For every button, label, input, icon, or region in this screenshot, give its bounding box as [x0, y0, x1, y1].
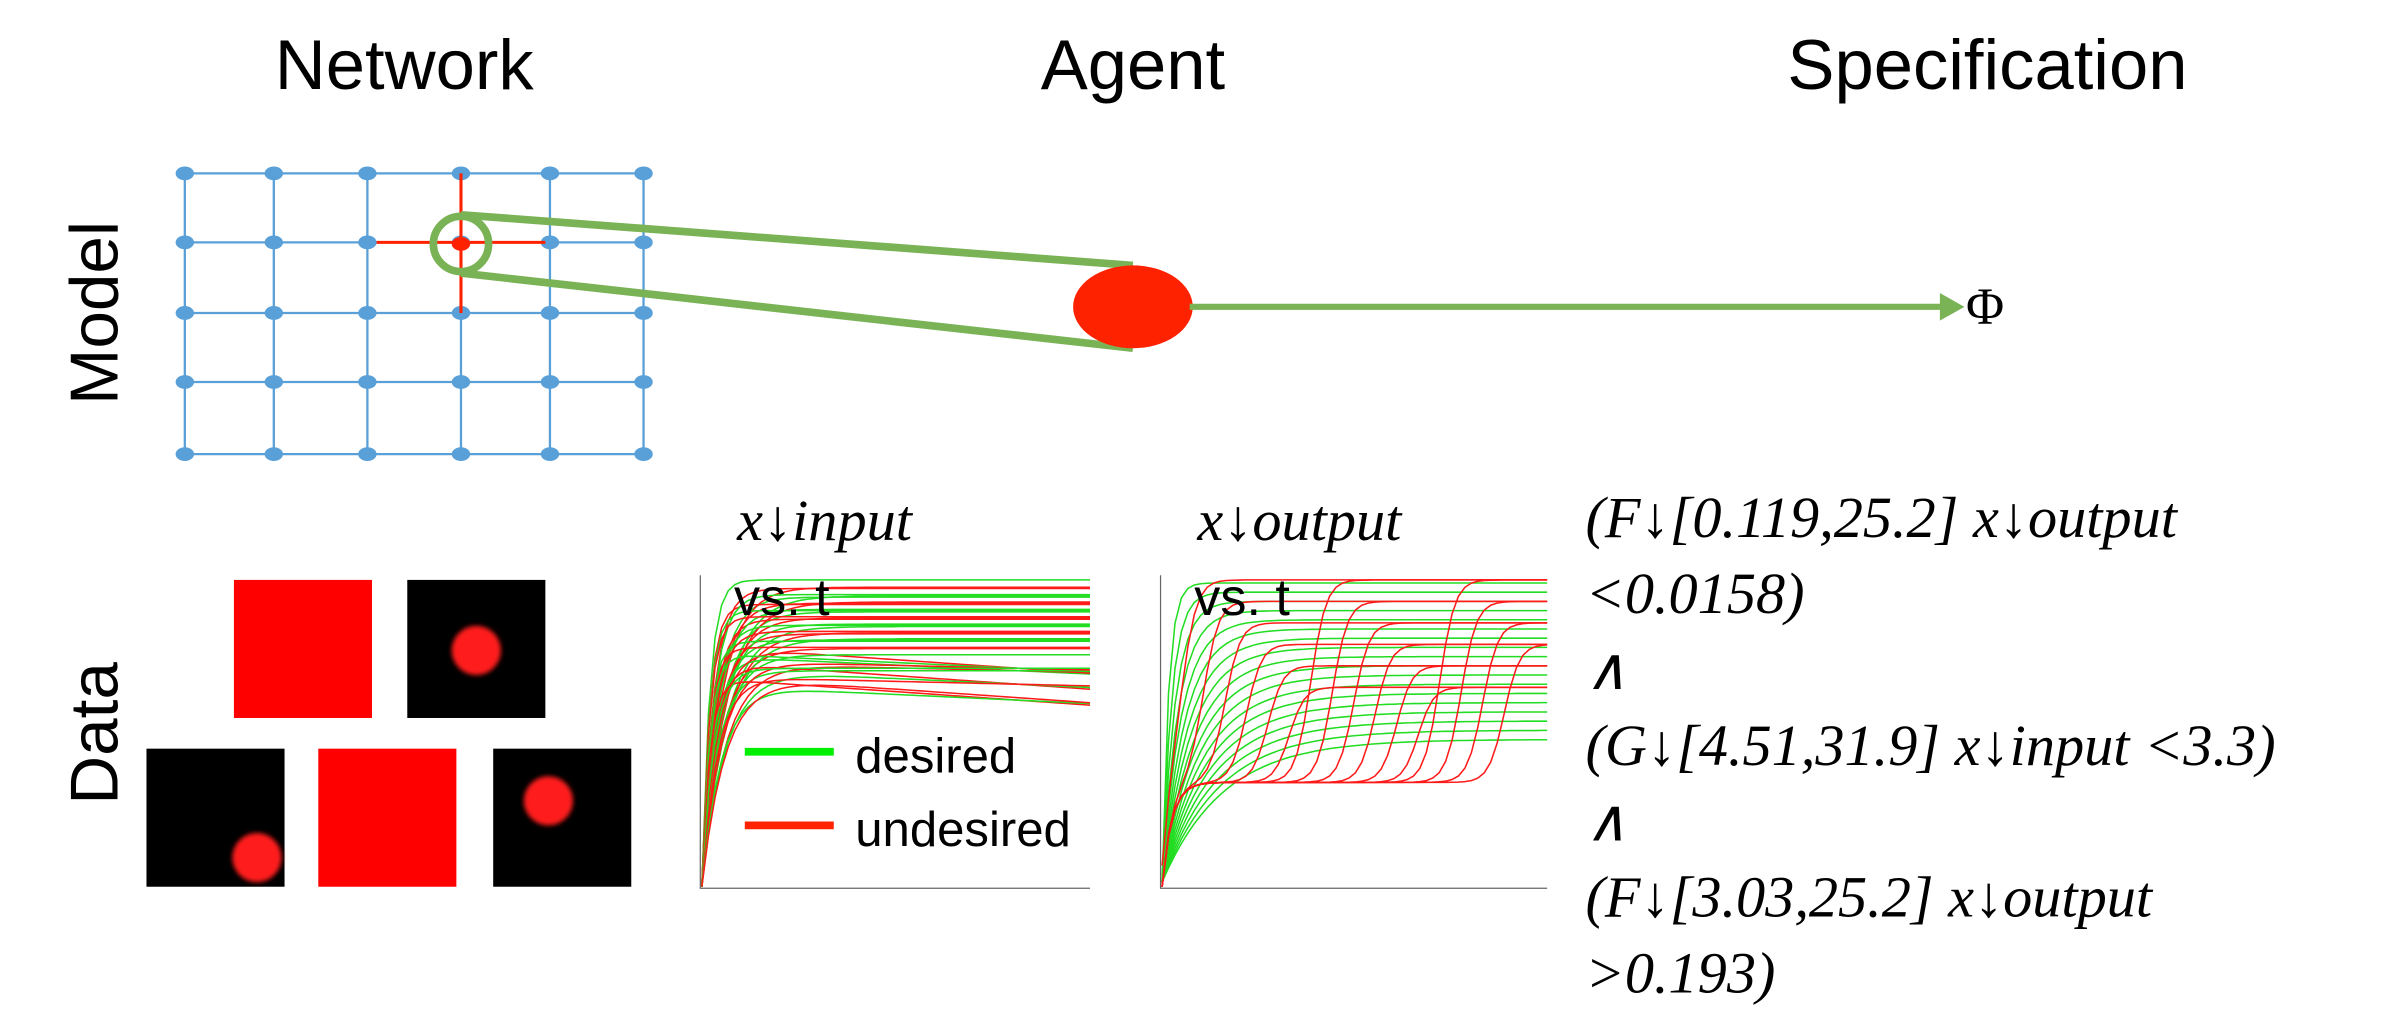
grid-node: [176, 306, 194, 320]
curve: [1162, 657, 1549, 883]
grid-node: [265, 447, 283, 461]
curve: [1162, 620, 1549, 882]
header: Network: [275, 25, 535, 104]
grid-node: [452, 375, 470, 389]
grid-node: [634, 235, 652, 249]
plot-subtitle: vs. t: [734, 569, 830, 627]
plot-subtitle: vs. t: [1194, 569, 1290, 627]
agent-link: [377, 173, 1965, 348]
curve: [1162, 623, 1549, 887]
row-label: Data: [57, 662, 132, 805]
grid-node: [265, 375, 283, 389]
grid-node: [634, 166, 652, 180]
curve: [1162, 644, 1549, 886]
grid-node: [176, 166, 194, 180]
diagram: Network Agent Specification Model Data Φ…: [0, 0, 2407, 1011]
grid-node: [265, 166, 283, 180]
formula-line: ∧: [1586, 789, 1629, 854]
grid-node: [634, 306, 652, 320]
curve: [1162, 712, 1549, 882]
grid-node: [452, 447, 470, 461]
grid-node: [358, 375, 376, 389]
data-images: [146, 580, 631, 887]
header: Specification: [1787, 25, 2187, 104]
grid-node: [634, 375, 652, 389]
formula-line: <0.0158): [1586, 561, 1805, 626]
row-label: Model: [57, 221, 132, 405]
grid-node: [541, 447, 559, 461]
grid-node: [265, 306, 283, 320]
curve: [1162, 645, 1549, 887]
header: Agent: [1041, 25, 1226, 104]
grid-node: [358, 235, 376, 249]
grid-node: [358, 306, 376, 320]
formula-line: ∧: [1586, 637, 1629, 702]
curve: [1162, 592, 1549, 882]
curve: [1162, 647, 1549, 882]
legend-label: undesired: [855, 803, 1071, 857]
formula: (F↓[0.119,25.2] x↓output <0.0158) ∧ (G↓[4.5…: [1586, 485, 2276, 1006]
legend-label: desired: [855, 729, 1016, 783]
grid-node: [176, 235, 194, 249]
grid-node: [358, 166, 376, 180]
curve: [1162, 601, 1549, 882]
formula-line: >0.193): [1586, 941, 1776, 1006]
network-grid: [176, 166, 653, 461]
curve: [1162, 730, 1549, 882]
grid-node: [176, 447, 194, 461]
grid-node: [634, 447, 652, 461]
grid-node: [358, 447, 376, 461]
grid-node: [541, 166, 559, 180]
formula-line: (G↓[4.51,31.9] x↓input <3.3): [1586, 713, 2276, 778]
grid-node: [541, 306, 559, 320]
plot-title: x↓output: [1196, 488, 1403, 553]
grid-node: [265, 235, 283, 249]
formula-line: (F↓[0.119,25.2] x↓output: [1586, 485, 2179, 550]
formula-line: (F↓[3.03,25.2] x↓output: [1586, 865, 2154, 930]
plot-title: x↓input: [736, 488, 914, 553]
curve: [1162, 583, 1549, 882]
curve: [1162, 644, 1549, 886]
curve: [702, 691, 1098, 886]
grid-node: [541, 375, 559, 389]
spec-symbol: Φ: [1966, 279, 2004, 336]
grid-node: [176, 375, 194, 389]
